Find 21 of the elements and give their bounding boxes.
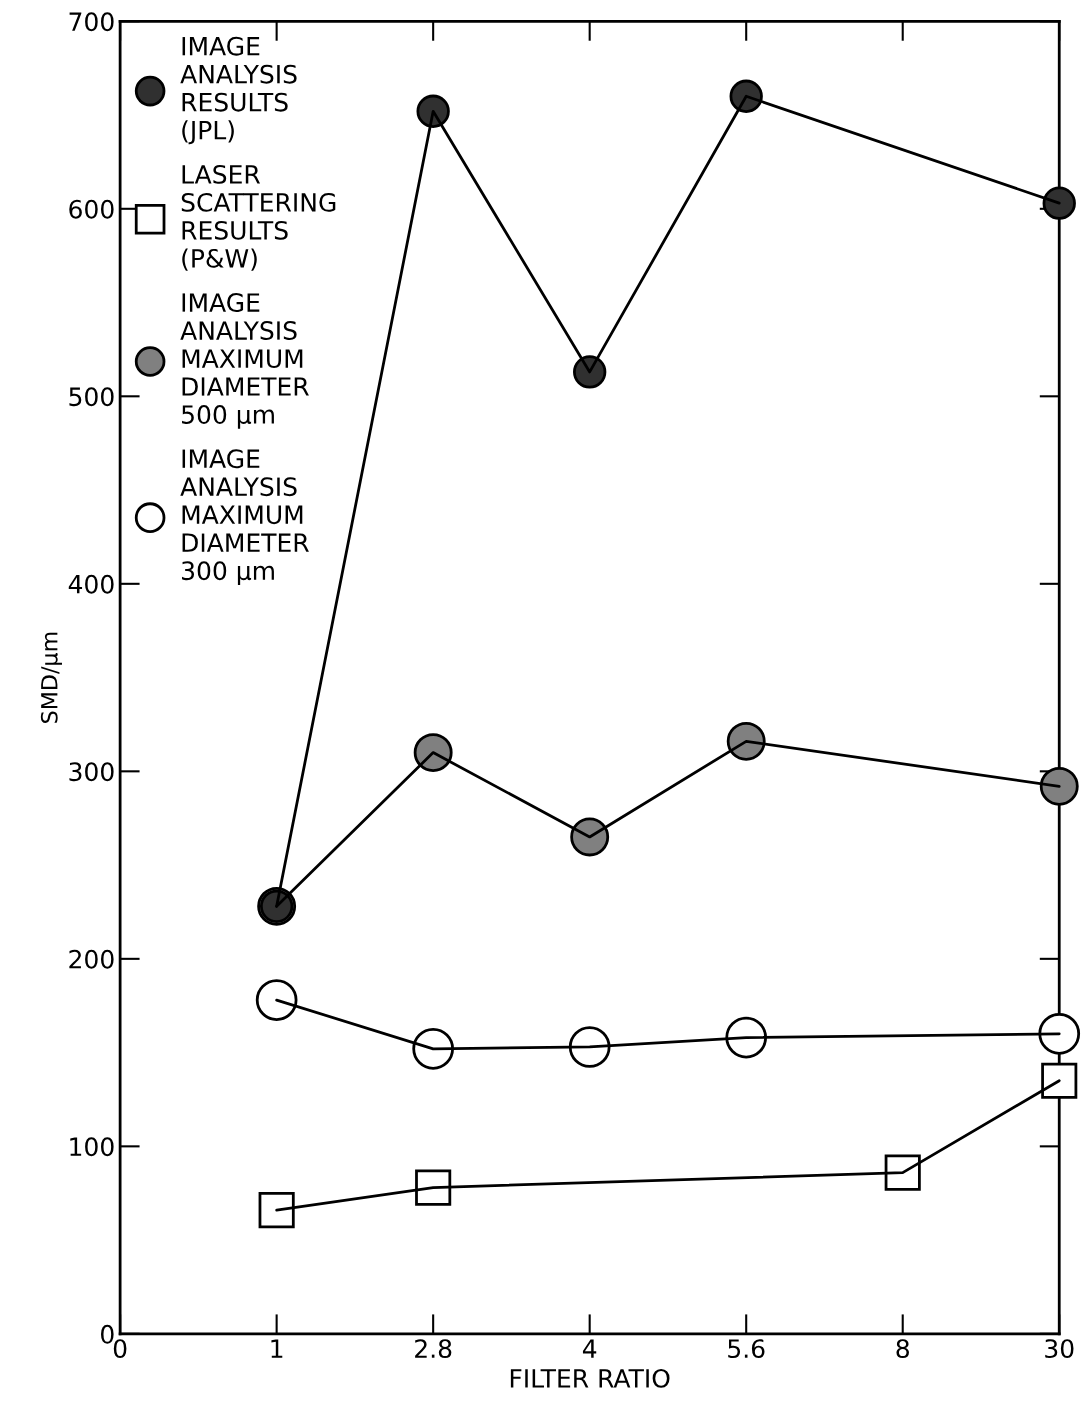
legend-label: IMAGE ANALYSIS MAXIMUM DIAMETER 300 μm — [180, 449, 309, 585]
x-tick-label: 5.6 — [728, 1339, 765, 1359]
y-tick-label: 100 — [70, 1137, 114, 1157]
x-axis-title: FILTER RATIO — [510, 1368, 670, 1388]
legend-label: IMAGE ANALYSIS RESULTS (JPL) — [180, 36, 297, 145]
y-tick-label: 300 — [69, 762, 114, 782]
y-tick-label: 700 — [69, 12, 114, 32]
x-tick-label: 4 — [582, 1339, 597, 1358]
y-tick-label: 600 — [69, 199, 114, 219]
y-tick-label: 500 — [69, 387, 114, 407]
y-axis-title: SMD/μm — [40, 632, 62, 723]
x-tick-label: 8 — [896, 1339, 909, 1359]
x-tick-label: 1 — [271, 1339, 283, 1358]
x-tick-label: 30 — [1045, 1339, 1074, 1359]
y-tick-label: 200 — [69, 949, 114, 969]
y-tick-label: 0 — [101, 1324, 114, 1344]
legend-label: IMAGE ANALYSIS MAXIMUM DIAMETER 500 μm — [180, 293, 309, 429]
legend-label: LASER SCATTERING RESULTS (P&W) — [181, 164, 336, 271]
y-tick-label: 400 — [68, 574, 114, 594]
x-tick-label: 0 — [113, 1339, 127, 1359]
x-tick-label: 2.8 — [415, 1339, 452, 1359]
